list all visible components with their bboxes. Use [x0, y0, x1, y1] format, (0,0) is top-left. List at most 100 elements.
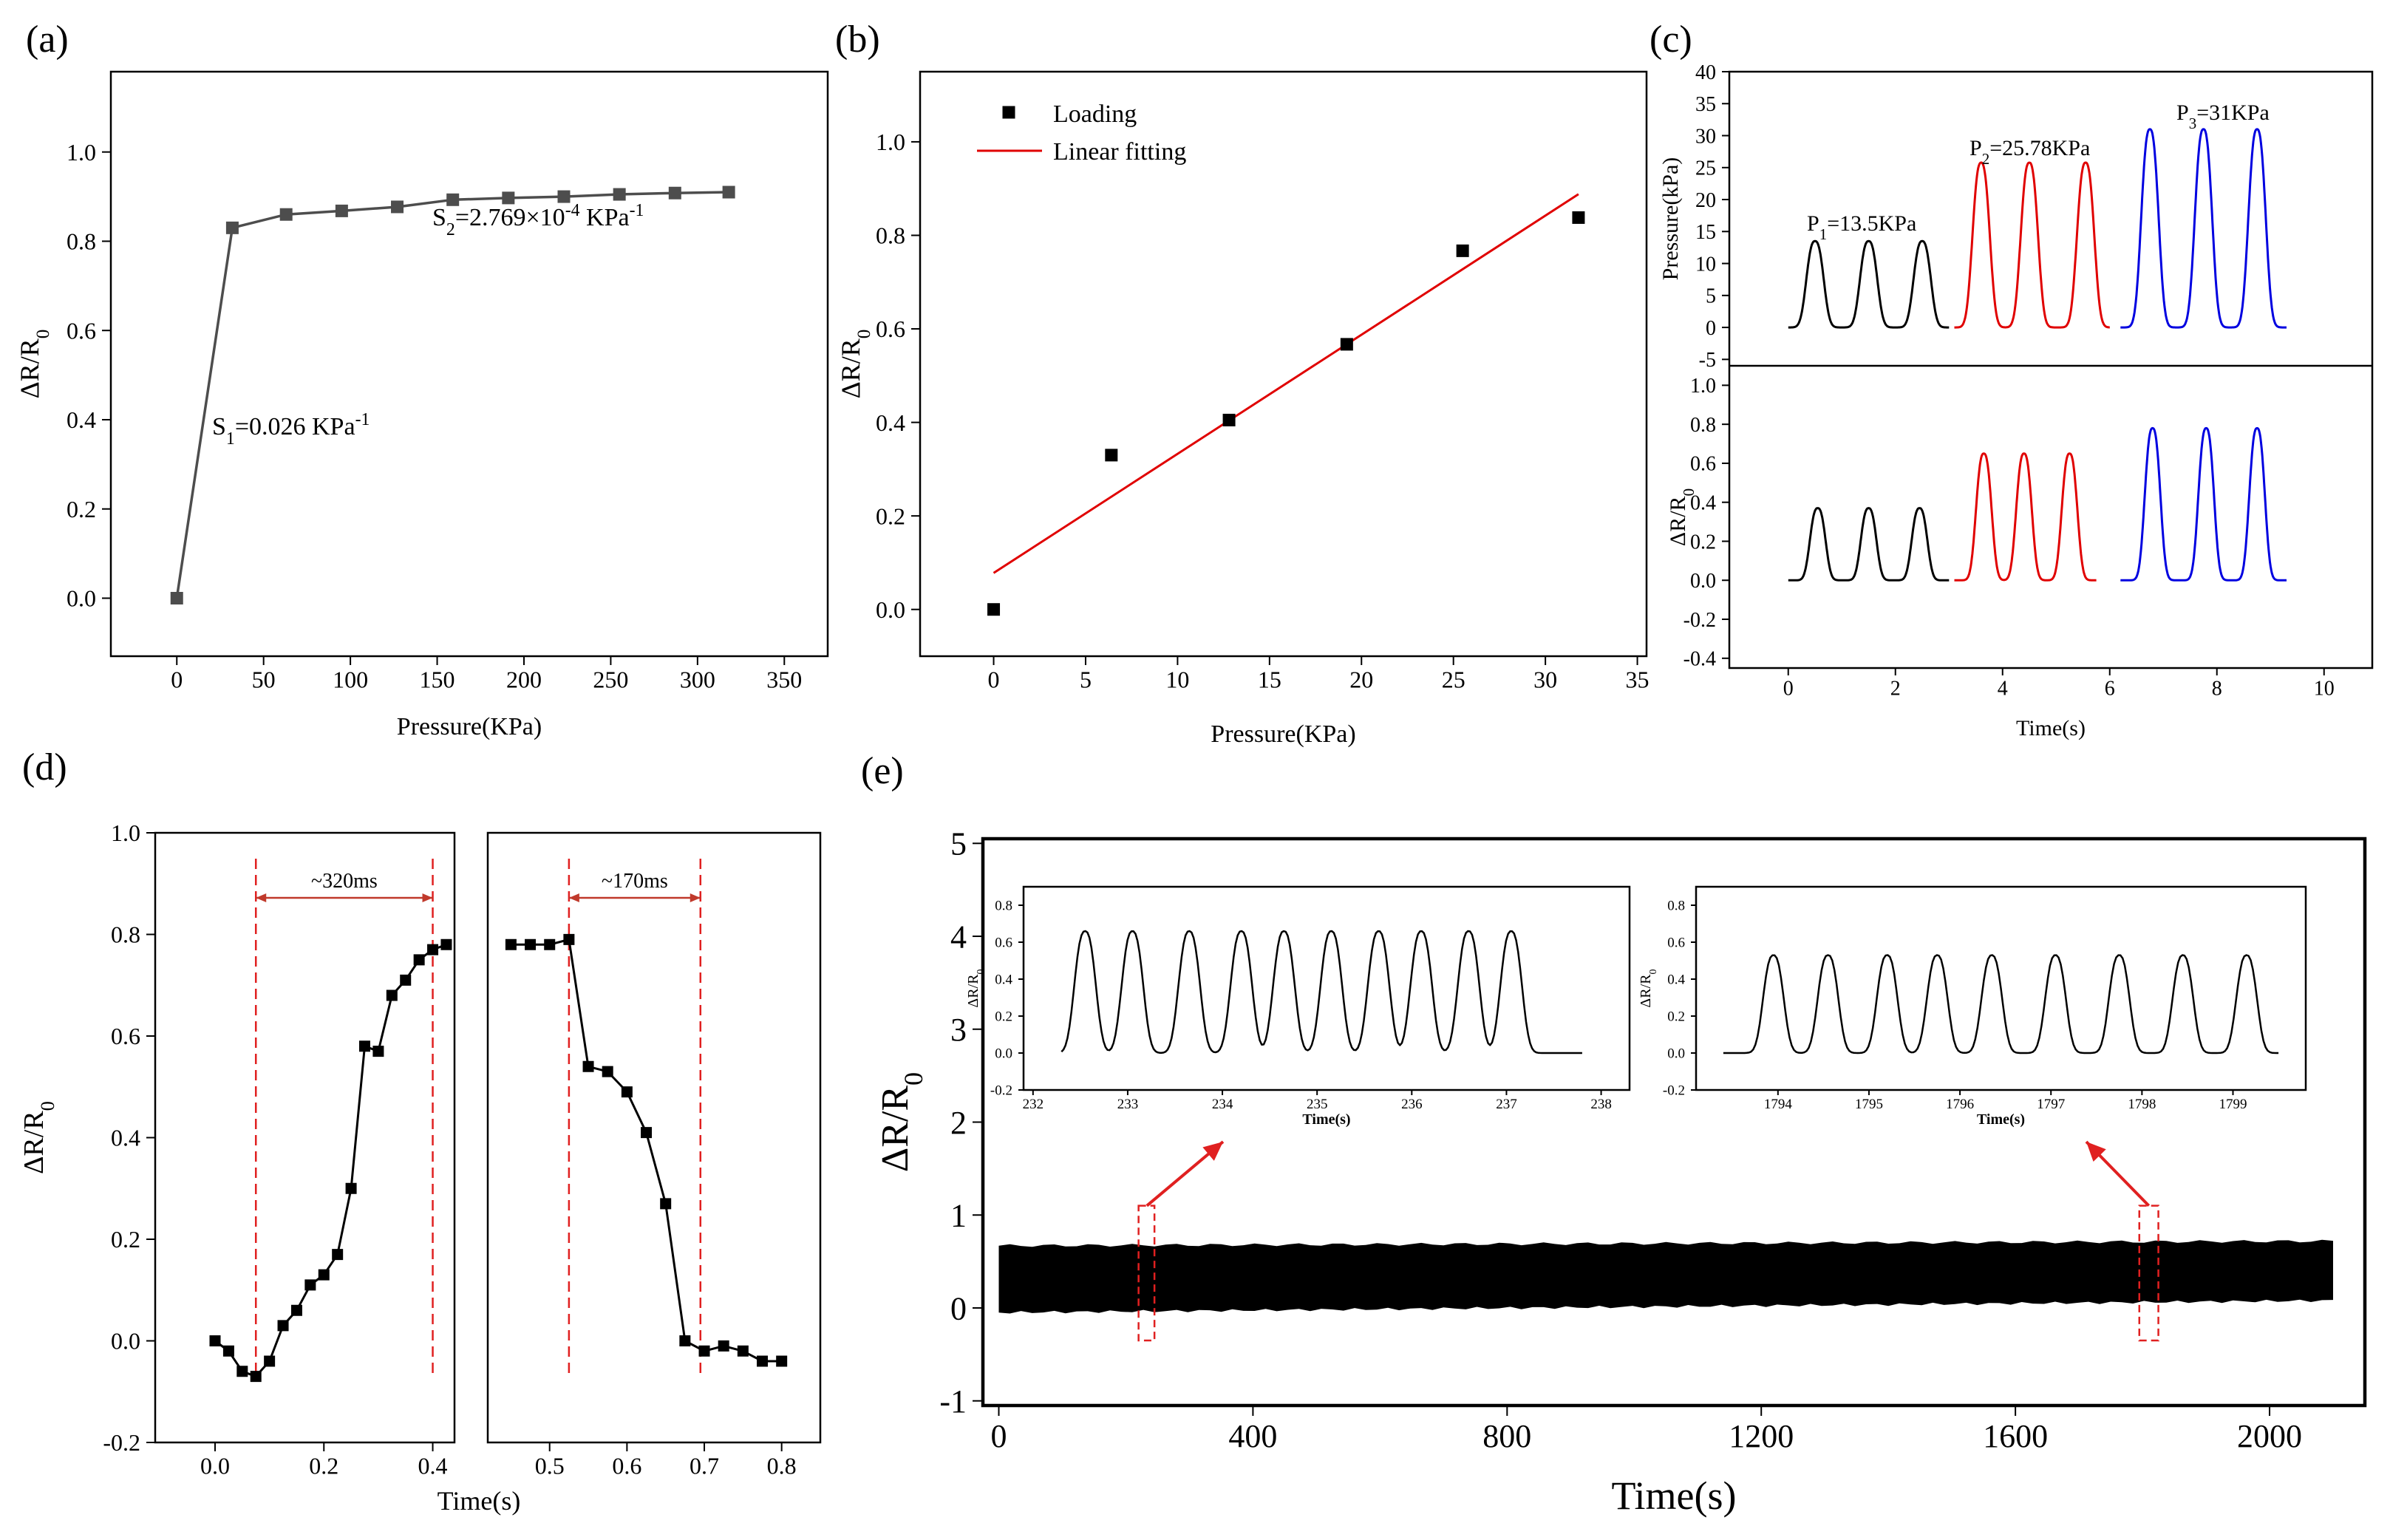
panel-e-inset-2-y-tick-label: 0.0: [1667, 1046, 1685, 1062]
panel-e-inset-2-x-tick-label: 1795: [1855, 1097, 1883, 1112]
panel-d-right-x-tick-label: 0.8: [767, 1452, 797, 1479]
panel-b-label: (b): [835, 18, 880, 61]
panel-e-inset-1-ylabel: ΔR/R0: [965, 969, 987, 1007]
panel-e-inset-2-x-tick-label: 1797: [2037, 1097, 2065, 1112]
panel-a-point: [446, 193, 460, 206]
panel-b-x-tick-label: 25: [1442, 666, 1465, 692]
panel-b-xlabel: Pressure(KPa): [1211, 720, 1355, 748]
panel-d-left-point: [209, 1335, 221, 1346]
panel-e-inset-2-y-tick-label: -0.2: [1663, 1083, 1685, 1099]
panel-a-point: [722, 185, 735, 199]
panel-b-fit-line: [993, 193, 1579, 574]
panel-d-left-point: [440, 938, 452, 950]
panel-c-x-tick-label: 0: [1783, 678, 1794, 701]
panel-a-x-tick-label: 0: [171, 666, 183, 692]
panel-b-x-tick-label: 20: [1349, 666, 1373, 692]
panel-d-left-point: [427, 944, 439, 955]
panel-c-top-series-2: [1953, 161, 2111, 329]
panel-d-right-point: [582, 1060, 594, 1072]
panel-b-point: [1222, 413, 1236, 426]
panel-a-point: [668, 186, 681, 200]
panel-e-arrow-1-head: [1202, 1142, 1223, 1161]
panel-e-inset-2-x-tick-label: 1798: [2128, 1097, 2156, 1112]
panel-b-x-tick-label: 0: [988, 666, 1000, 692]
panel-b-legend-loading: Loading: [1053, 100, 1137, 128]
panel-c-label-p1: P1=13.5KPa: [1807, 211, 1916, 243]
panel-d-left-point: [277, 1320, 289, 1332]
panel-d-left-point: [345, 1182, 357, 1194]
panel-d-xlabel: Time(s): [438, 1486, 521, 1516]
panel-e-inset-2-x-tick-label: 1796: [1946, 1097, 1974, 1112]
panel-c-bottom-y-tick-label: 1.0: [1690, 375, 1716, 398]
panel-b-point: [1105, 449, 1118, 462]
panel-e-x-tick-label: 800: [1482, 1418, 1531, 1454]
panel-d-left-point: [372, 1046, 384, 1057]
panel-e-inset-1-x-tick-label: 237: [1496, 1097, 1517, 1112]
panel-e-inset-1-y-tick-label: 0.6: [995, 936, 1012, 951]
panel-e-inset-2-xlabel: Time(s): [1977, 1111, 2025, 1128]
panel-e-signal-band: [998, 1239, 2333, 1314]
panel-a-annotation-s2: S2=2.769×10-4 KPa-1: [432, 201, 644, 239]
panel-d-y-tick-label: 1.0: [111, 820, 140, 846]
panel-e-inset-2-x-tick-label: 1799: [2219, 1097, 2247, 1112]
panel-b-legend-marker: [1002, 106, 1015, 119]
panel-c-bottom-series-2: [1953, 452, 2097, 582]
panel-c-top-y-tick-label: 25: [1695, 157, 1716, 180]
panel-e-inset-2-y-tick-label: 0.6: [1667, 936, 1685, 951]
panel-e-inset-1-y-tick-label: 0.2: [995, 1009, 1012, 1025]
panel-d-right-point: [660, 1198, 672, 1210]
panel-b-y-tick-label: 0.0: [876, 596, 905, 623]
panel-a-y-tick-label: 1.0: [67, 139, 96, 166]
panel-d-left-point: [222, 1345, 234, 1357]
panel-d-y-tick-label: 0.2: [111, 1226, 140, 1253]
panel-c-bottom-series-1: [1788, 507, 1950, 582]
panel-c-label-p2: P2=25.78KPa: [1969, 136, 2090, 168]
panel-d-right-line: [511, 938, 782, 1363]
panel-d-left-arrowhead: [256, 893, 267, 902]
panel-e-highlight-box-2: [2138, 1205, 2159, 1342]
panel-d-left-point: [332, 1249, 344, 1261]
panel-a-x-tick-label: 100: [333, 666, 368, 692]
panel-e-x-tick-label: 0: [990, 1418, 1007, 1454]
panel-c-top-y-tick-label: 5: [1706, 285, 1716, 308]
panel-c-x-tick-label: 6: [2105, 678, 2115, 701]
panel-a-line: [175, 191, 729, 599]
panel-d-right-point: [563, 933, 575, 945]
panel-d-y-tick-label: 0.8: [111, 921, 140, 948]
panel-e-inset-1-y-tick-label: -0.2: [990, 1083, 1012, 1099]
panel-d-left-point: [400, 974, 412, 986]
panel-d-left-x-tick-label: 0.4: [418, 1452, 448, 1479]
panel-e-inset-2-y-tick-label: 0.8: [1667, 899, 1685, 914]
panel-a-annotation-s1: S1=0.026 KPa-1: [212, 410, 370, 449]
panel-c-bottom-ylabel: ΔR/R0: [1666, 488, 1698, 546]
panel-b-x-tick-label: 35: [1626, 666, 1650, 692]
panel-b-legend-fit: Linear fitting: [1053, 138, 1186, 166]
panel-e-x-tick-label: 400: [1228, 1418, 1277, 1454]
panel-a-point: [502, 191, 515, 205]
panel-c-bottom-y-tick-label: 0.2: [1690, 531, 1716, 553]
panel-e-inset-2-y-tick-label: 0.4: [1667, 972, 1685, 988]
panel-d-left-x-tick-label: 0.2: [309, 1452, 338, 1479]
panel-d-left-point: [304, 1279, 316, 1291]
panel-a-x-tick-label: 250: [593, 666, 628, 692]
panel-b-y-tick-label: 0.6: [876, 316, 905, 342]
panel-c-bottom-y-tick-label: -0.2: [1683, 609, 1716, 632]
panel-a-ylabel: ΔR/R0: [15, 330, 53, 399]
panel-c-top-ylabel: Pressure(kPa): [1658, 157, 1683, 281]
panel-a-x-tick-label: 300: [680, 666, 715, 692]
panel-e-x-tick-label: 1200: [1729, 1418, 1794, 1454]
panel-b-y-tick-label: 0.8: [876, 222, 905, 249]
panel-c-label-p3: P3=31KPa: [2176, 100, 2270, 132]
panel-e-highlight-box-1: [1137, 1205, 1156, 1342]
panel-a-point: [557, 190, 571, 203]
panel-d-left-point: [318, 1269, 330, 1281]
panel-d-left-x-tick-label: 0.0: [200, 1452, 230, 1479]
panel-b-x-tick-label: 15: [1258, 666, 1281, 692]
panel-c-top-series-3: [2120, 128, 2287, 329]
panel-c-top-y-tick-label: 15: [1695, 221, 1716, 244]
panel-e-inset-1-x-tick-label: 233: [1117, 1097, 1139, 1112]
panel-e-inset-1-y-tick-label: 0.4: [995, 972, 1012, 988]
panel-e-inset-2-trace: [1723, 954, 2279, 1055]
panel-a-point: [279, 208, 293, 221]
